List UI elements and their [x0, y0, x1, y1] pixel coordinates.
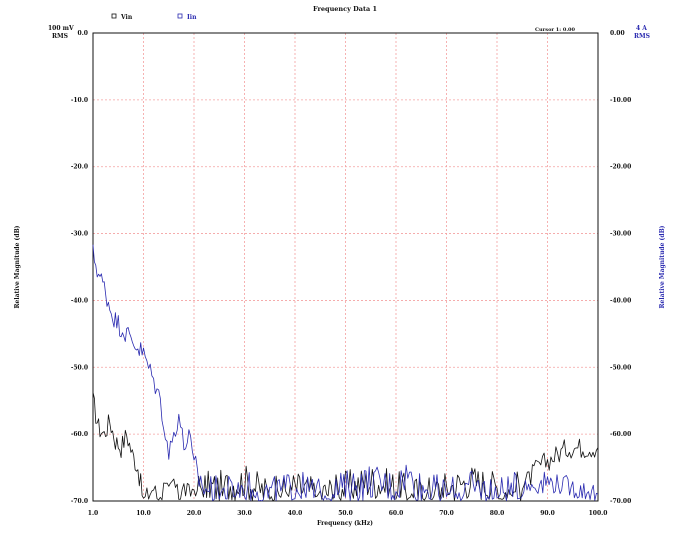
x-tick-label: 40.0 [288, 510, 303, 517]
legend-swatch-vin [111, 13, 117, 19]
series-line-iin [92, 244, 599, 502]
x-tick-label: 50.0 [338, 510, 353, 517]
right-unit-line1: 4 A [636, 25, 647, 32]
x-tick-labels: 1.0 10.0 20.0 30.0 40.0 50.0 60.0 70.0 80.0 90.0 1… [88, 510, 608, 517]
x-tick-label: 20.0 [187, 510, 202, 517]
legend-swatch-iin [177, 13, 183, 19]
x-tick-label: 70.0 [439, 510, 454, 517]
x-axis-label: Frequency (kHz) [317, 520, 373, 527]
y-left-tick-label: -10.0 [71, 97, 88, 104]
y-right-tick-label: 0.00 [610, 30, 625, 37]
y-left-tick-label: 0.0 [78, 30, 88, 37]
cursor-label: Cursor 1: 0.00 [535, 27, 576, 33]
y-right-tick-label: -10.00 [610, 97, 631, 104]
series-layer [92, 244, 599, 502]
y-left-tick-label: -50.0 [71, 364, 88, 371]
grid-lines [93, 33, 598, 501]
y-left-tick-labels: 0.0 -10.0 -20.0 -30.0 -40.0 -50.0 -60.0 -70.0 [71, 30, 88, 505]
chart-title: Frequency Data 1 [313, 5, 377, 13]
legend-label-iin: Iin [187, 14, 197, 21]
x-tick-label: 80.0 [490, 510, 505, 517]
left-unit-line2: RMS [52, 33, 68, 40]
legend-label-vin: Vin [120, 14, 133, 21]
y-right-tick-label: -70.00 [610, 498, 631, 505]
x-tick-label: 10.0 [136, 510, 151, 517]
y-right-tick-label: -50.00 [610, 364, 631, 371]
left-unit-line1: 100 mV [48, 25, 74, 32]
y-left-tick-label: -30.0 [71, 231, 88, 238]
y-axis-label-left: Relative Magnitude (dB) [14, 225, 21, 308]
legend: Vin Iin [111, 13, 197, 21]
x-tick-label: 90.0 [540, 510, 555, 517]
x-tick-label: 1.0 [88, 510, 98, 517]
y-left-tick-label: -60.0 [71, 431, 88, 438]
x-tick-label: 30.0 [237, 510, 252, 517]
y-right-tick-label: -40.00 [610, 297, 631, 304]
y-left-tick-label: -20.0 [71, 164, 88, 171]
y-right-tick-labels: 0.00 -10.00 -20.00 -30.00 -40.00 -50.00 -60.00… [610, 30, 631, 505]
y-left-tick-label: -40.0 [71, 297, 88, 304]
y-right-tick-label: -60.00 [610, 431, 631, 438]
x-tick-label: 100.0 [589, 510, 608, 517]
x-tick-label: 60.0 [389, 510, 404, 517]
y-left-tick-label: -70.0 [71, 498, 88, 505]
y-right-tick-label: -30.00 [610, 231, 631, 238]
y-axis-label-right: Relative Magnitude (dB) [659, 225, 666, 308]
plot-frame [92, 32, 599, 502]
y-right-tick-label: -20.00 [610, 164, 631, 171]
right-unit-line2: RMS [634, 33, 650, 40]
